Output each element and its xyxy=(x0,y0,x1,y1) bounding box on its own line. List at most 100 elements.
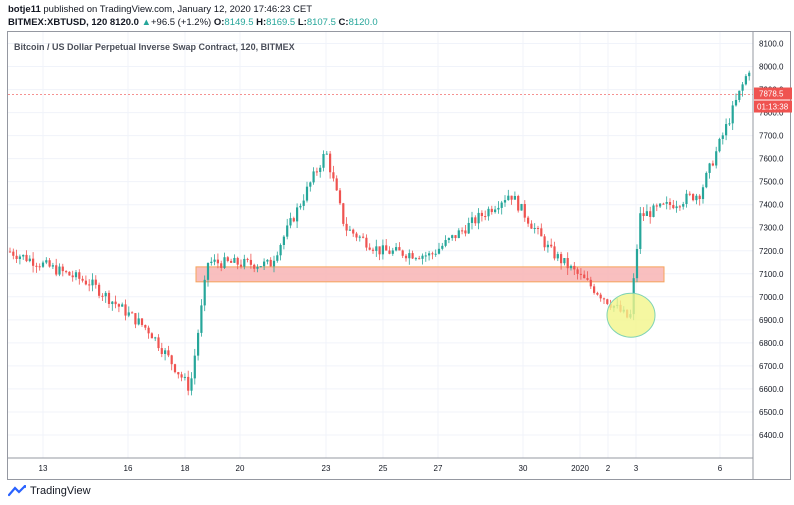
candle-body xyxy=(711,163,714,166)
candle-body xyxy=(533,228,536,230)
candle-body xyxy=(200,305,203,333)
candle-body xyxy=(48,260,51,267)
y-tick-label: 7000.0 xyxy=(759,293,784,302)
candle-body xyxy=(649,211,652,217)
candle-body xyxy=(335,178,338,191)
candle-body xyxy=(503,200,507,203)
candle-body xyxy=(365,237,368,248)
candle-body xyxy=(728,123,731,125)
candle-body xyxy=(51,265,54,267)
candle-body xyxy=(38,266,41,268)
candle-body xyxy=(391,250,394,254)
candle-body xyxy=(256,266,259,269)
candle-body xyxy=(602,298,606,300)
candle-body xyxy=(246,258,249,260)
candle-body xyxy=(569,265,573,269)
candle-body xyxy=(437,248,441,254)
candle-body xyxy=(342,203,345,224)
change-arrow-icon: ▲ xyxy=(141,17,151,28)
y-tick-label: 7400.0 xyxy=(759,201,784,210)
y-tick-label: 6700.0 xyxy=(759,362,784,371)
candle-body xyxy=(322,153,325,168)
y-tick-label: 6500.0 xyxy=(759,408,784,417)
candle-body xyxy=(530,223,533,229)
candle-body xyxy=(74,272,78,278)
candle-body xyxy=(692,194,695,201)
x-tick-label: 2020 xyxy=(571,464,589,473)
candle-body xyxy=(91,279,94,286)
candle-body xyxy=(734,99,738,106)
candle-body xyxy=(579,273,582,275)
candle-body xyxy=(441,245,444,249)
y-tick-label: 6600.0 xyxy=(759,385,784,394)
candle-body xyxy=(223,257,226,268)
last-price-tag xyxy=(754,87,792,100)
candle-body xyxy=(639,213,642,249)
candle-body xyxy=(167,350,170,356)
candle-body xyxy=(35,265,38,267)
candle-body xyxy=(576,269,579,274)
candle-body xyxy=(513,195,516,200)
candle-body xyxy=(411,253,414,259)
last-price-label: 7878.5 xyxy=(759,90,784,99)
symbol-label: BITMEX:XBTUSD, 120 xyxy=(8,17,108,28)
candle-body xyxy=(685,193,688,205)
candle-body xyxy=(170,355,173,365)
candle-body xyxy=(566,258,569,269)
candle-body xyxy=(78,272,81,279)
high-label: H: xyxy=(256,17,267,28)
candle-body xyxy=(147,327,150,334)
countdown-label: 01:13:38 xyxy=(757,103,789,112)
candle-body xyxy=(596,292,599,295)
candle-body xyxy=(121,304,124,307)
high-value: 8169.5 xyxy=(266,17,296,28)
candle-body xyxy=(305,186,309,201)
candle-body xyxy=(546,244,549,248)
author-name[interactable]: botje11 xyxy=(8,4,41,15)
candle-body xyxy=(672,205,675,209)
highlight-circle[interactable] xyxy=(606,292,656,338)
candle-body xyxy=(101,295,104,297)
y-tick-label: 6400.0 xyxy=(759,431,784,440)
candle-body xyxy=(635,248,639,279)
tradingview-logo-icon xyxy=(8,485,26,497)
candle-body xyxy=(28,258,31,262)
candle-body xyxy=(500,202,503,208)
candle-body xyxy=(243,258,246,267)
candle-body xyxy=(332,172,335,179)
candle-body xyxy=(447,238,450,241)
candle-body xyxy=(127,312,130,316)
candle-body xyxy=(668,201,672,206)
candle-body xyxy=(81,278,84,281)
x-tick-label: 25 xyxy=(379,464,388,473)
candle-body xyxy=(708,163,711,173)
candle-body xyxy=(236,257,239,265)
candle-body xyxy=(15,255,18,259)
x-tick-label: 3 xyxy=(634,464,639,473)
candle-body xyxy=(431,253,434,255)
y-tick-label: 7500.0 xyxy=(759,178,784,187)
x-tick-label: 13 xyxy=(39,464,48,473)
candle-body xyxy=(180,374,183,378)
open-value: 8149.5 xyxy=(224,17,254,28)
footer-brand[interactable]: TradingView xyxy=(8,483,91,499)
candle-body xyxy=(299,205,302,208)
candle-body xyxy=(348,229,351,231)
x-tick-label: 6 xyxy=(718,464,723,473)
candle-body xyxy=(381,245,384,255)
support-zone[interactable] xyxy=(195,266,665,283)
time-axis[interactable]: 13 16 18 20 23 25 27 30 2020 2 3 6 xyxy=(8,457,753,473)
candle-body xyxy=(454,235,457,239)
candle-body xyxy=(203,279,206,306)
countdown-tag xyxy=(754,100,792,113)
x-tick-label: 27 xyxy=(434,464,443,473)
candle-body xyxy=(183,376,186,378)
candle-body xyxy=(540,228,543,237)
chart-title: Bitcoin / US Dollar Perpetual Inverse Sw… xyxy=(14,42,295,52)
candle-body xyxy=(55,265,58,275)
candle-body xyxy=(523,203,526,218)
candle-body xyxy=(71,275,74,278)
candle-body xyxy=(688,193,691,195)
price-axis[interactable]: 6400.0 6500.0 6600.0 6700.0 6800.0 6900.0 7000… xyxy=(752,32,792,480)
